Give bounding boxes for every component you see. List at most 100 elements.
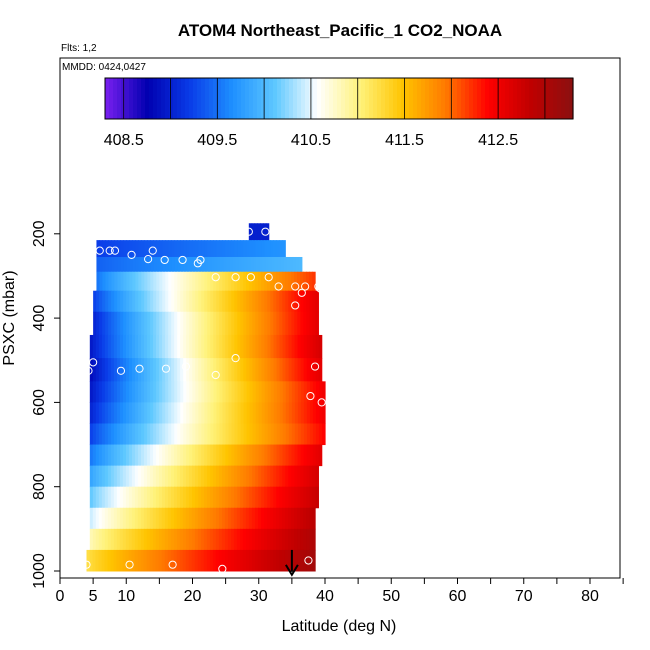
heatmap-cell <box>225 381 230 403</box>
heatmap-cell <box>267 240 271 258</box>
heatmap-cell <box>122 486 127 509</box>
heatmap-cell <box>216 358 220 382</box>
heatmap-cell <box>189 311 193 336</box>
heatmap-cell <box>195 334 199 359</box>
heatmap-cell <box>105 271 110 292</box>
heatmap-cell <box>201 486 205 509</box>
colorbar-swatch <box>473 78 478 119</box>
heatmap-cell <box>180 444 184 467</box>
sample-point <box>261 227 270 236</box>
heatmap-cell <box>132 311 136 336</box>
heatmap-cell <box>312 486 316 509</box>
heatmap-cell <box>192 334 196 359</box>
heatmap-cell <box>105 290 109 313</box>
heatmap-cell <box>222 311 226 336</box>
heatmap-cell <box>210 423 215 446</box>
heatmap-cell <box>269 549 274 572</box>
heatmap-cell <box>195 423 199 446</box>
heatmap-cell <box>155 528 160 551</box>
heatmap-cell <box>95 486 100 509</box>
heatmap-cell <box>261 381 266 403</box>
heatmap-cell <box>234 402 239 424</box>
heatmap-cell <box>180 423 184 446</box>
heatmap-cell <box>258 486 262 509</box>
heatmap-cell <box>174 423 178 446</box>
heatmap-cell <box>294 528 298 551</box>
heatmap-cell <box>122 528 127 551</box>
heatmap-cell <box>204 423 209 446</box>
heatmap-cell <box>288 444 293 467</box>
heatmap-cell <box>156 334 160 359</box>
heatmap-cell <box>138 240 142 258</box>
heatmap-cell <box>146 465 151 488</box>
heatmap-cell <box>125 486 130 509</box>
heatmap-cell <box>276 290 280 313</box>
heatmap-cell <box>249 423 254 446</box>
heatmap-cell <box>171 423 175 446</box>
heatmap-cell <box>104 507 109 530</box>
heatmap-cell <box>147 290 151 313</box>
heatmap-cell <box>270 507 274 530</box>
heatmap-cell <box>216 444 220 467</box>
heatmap-cell <box>249 381 254 403</box>
heatmap-cell <box>192 271 196 292</box>
heatmap-cell <box>264 507 268 530</box>
heatmap-cell <box>255 507 259 530</box>
heatmap-cell <box>165 381 169 403</box>
heatmap-cell <box>171 311 175 336</box>
heatmap-cell <box>95 549 100 572</box>
heatmap-cell <box>278 549 283 572</box>
heatmap-cell <box>279 486 283 509</box>
heatmap-cell <box>99 271 104 292</box>
heatmap-cell <box>255 381 260 403</box>
heatmap-cell <box>237 402 242 424</box>
heatmap-cell <box>101 486 106 509</box>
heatmap-cell <box>291 444 296 467</box>
heatmap-cell <box>256 256 261 273</box>
heatmap-cell <box>122 444 127 467</box>
heatmap-cell <box>306 358 311 382</box>
colorbar-swatch <box>557 78 562 119</box>
heatmap-cell <box>164 528 169 551</box>
heatmap-cell <box>281 549 286 572</box>
colorbar-swatch <box>445 78 450 119</box>
colorbar-swatch <box>413 78 418 119</box>
heatmap-cell <box>177 256 182 273</box>
heatmap-cell <box>232 256 236 273</box>
heatmap-cell <box>264 528 268 551</box>
heatmap-cell <box>168 256 173 273</box>
heatmap-cell <box>276 444 281 467</box>
heatmap-cell <box>171 381 175 403</box>
heatmap-cell <box>146 507 151 530</box>
heatmap-cell <box>198 334 202 359</box>
sample-point <box>181 362 190 371</box>
heatmap-cell <box>273 528 277 551</box>
heatmap-cell <box>309 465 313 488</box>
colorbar-swatch <box>261 78 266 119</box>
heatmap-cell <box>117 311 121 336</box>
heatmap-cell <box>312 402 317 424</box>
heatmap-cell <box>177 271 181 292</box>
heatmap-cell <box>255 423 260 446</box>
heatmap-cell <box>228 334 232 359</box>
heatmap-cell <box>225 290 229 313</box>
heatmap-cell <box>186 381 190 403</box>
heatmap-cell <box>140 549 145 572</box>
heatmap-cell <box>282 402 287 424</box>
heatmap-cell <box>239 528 244 551</box>
heatmap-cell <box>264 271 268 292</box>
heatmap-cell <box>255 358 260 382</box>
heatmap-cell <box>264 423 269 446</box>
heatmap-cell <box>189 465 193 488</box>
heatmap-cell <box>111 271 115 292</box>
heatmap-cell <box>263 223 267 241</box>
heatmap-cell <box>276 528 280 551</box>
heatmap-cell <box>270 444 275 467</box>
heatmap-cell <box>132 381 136 403</box>
heatmap-cell <box>237 444 241 467</box>
heatmap-cell <box>264 334 269 359</box>
heatmap-cell <box>267 358 272 382</box>
heatmap-cell <box>201 240 205 258</box>
heatmap-cell <box>107 486 112 509</box>
colorbar-swatch <box>153 78 158 119</box>
